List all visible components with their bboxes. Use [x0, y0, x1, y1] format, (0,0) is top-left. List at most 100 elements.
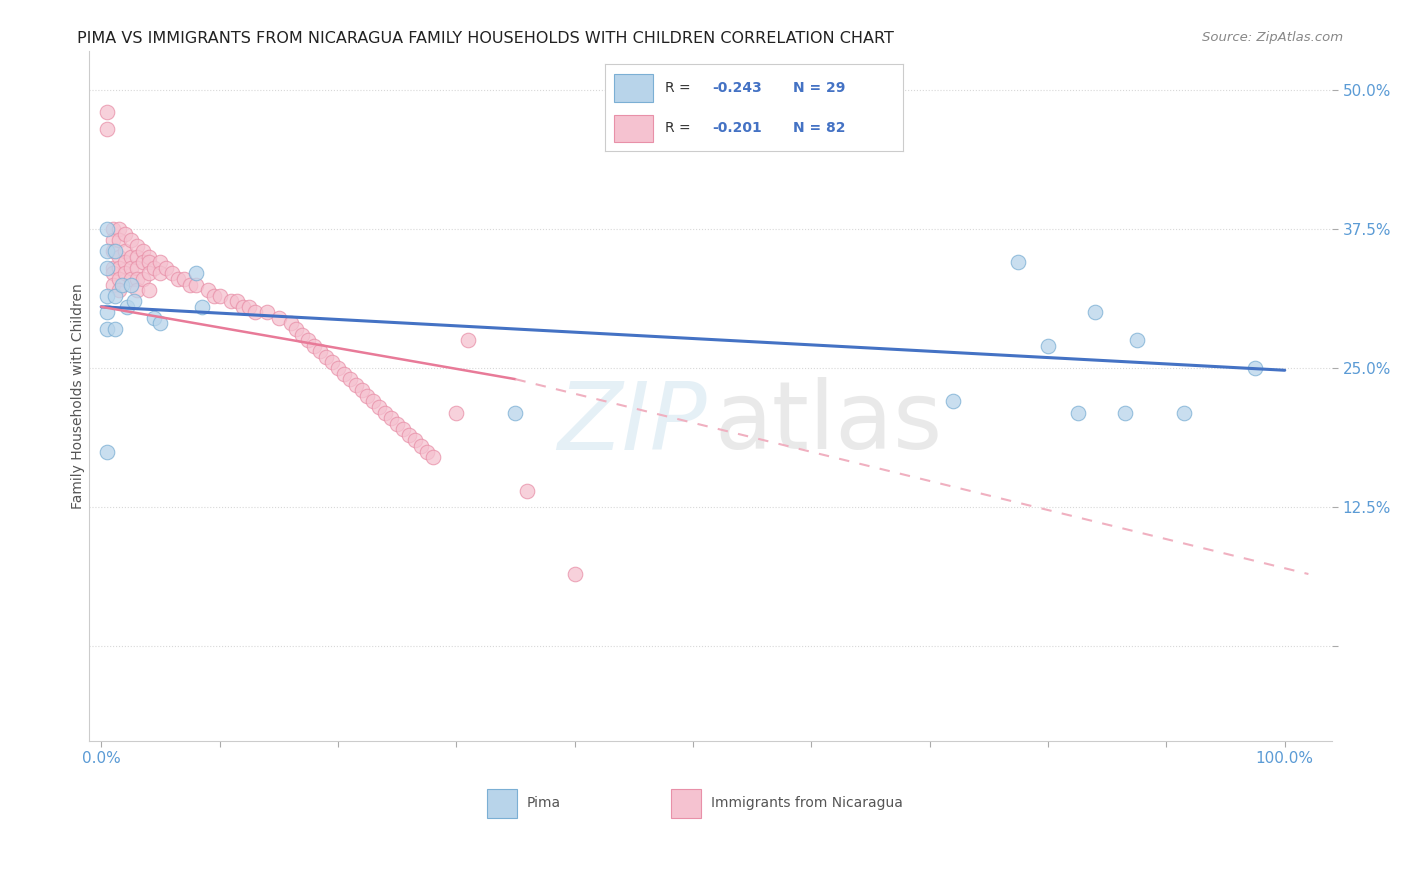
Point: [321, 355, 343, 369]
Point: [125, 260, 148, 275]
Point: [221, 294, 243, 309]
Point: [280, 317, 302, 331]
Point: [457, 333, 479, 347]
Point: [191, 300, 214, 314]
Point: [1126, 333, 1149, 347]
Point: [1244, 361, 1267, 376]
Point: [202, 288, 225, 302]
Point: [114, 266, 136, 280]
Point: [238, 300, 260, 314]
Point: [942, 394, 965, 409]
Point: [291, 327, 314, 342]
Point: [173, 272, 195, 286]
Point: [1036, 339, 1059, 353]
Point: [149, 266, 172, 280]
Point: [131, 272, 153, 286]
Point: [138, 250, 160, 264]
Point: [149, 255, 172, 269]
Point: [302, 339, 325, 353]
Point: [104, 288, 127, 302]
Point: [333, 367, 356, 381]
Point: [149, 317, 172, 331]
Point: [101, 266, 124, 280]
Point: [120, 272, 142, 286]
Point: [101, 260, 124, 275]
Point: [505, 406, 527, 420]
Point: [120, 260, 142, 275]
Point: [155, 260, 177, 275]
Point: [143, 260, 166, 275]
Point: [179, 277, 201, 292]
Point: [226, 294, 249, 309]
Point: [208, 288, 231, 302]
Point: [865, 88, 887, 103]
Point: [1173, 406, 1195, 420]
Point: [104, 322, 127, 336]
Point: [1084, 305, 1107, 319]
Point: [108, 233, 131, 247]
Point: [409, 439, 432, 453]
Point: [398, 427, 420, 442]
Point: [96, 260, 118, 275]
Point: [138, 255, 160, 269]
Point: [339, 372, 361, 386]
Point: [111, 277, 134, 292]
Text: atlas: atlas: [714, 377, 942, 469]
Point: [108, 272, 131, 286]
Point: [368, 400, 391, 414]
Point: [326, 361, 349, 376]
Point: [404, 434, 426, 448]
Point: [115, 300, 138, 314]
Point: [363, 394, 385, 409]
Point: [1114, 406, 1136, 420]
Point: [131, 244, 153, 259]
Point: [564, 567, 586, 582]
Point: [184, 266, 207, 280]
Point: [101, 233, 124, 247]
Point: [96, 104, 118, 119]
Y-axis label: Family Households with Children: Family Households with Children: [72, 283, 86, 508]
Point: [315, 350, 337, 364]
Point: [114, 255, 136, 269]
Point: [380, 411, 402, 425]
Point: [1066, 406, 1088, 420]
Point: [120, 250, 142, 264]
Point: [101, 222, 124, 236]
Text: Source: ZipAtlas.com: Source: ZipAtlas.com: [1202, 31, 1343, 45]
Point: [138, 266, 160, 280]
Point: [184, 277, 207, 292]
Point: [125, 283, 148, 297]
Point: [101, 244, 124, 259]
Point: [120, 277, 142, 292]
Point: [124, 294, 146, 309]
Point: [285, 322, 308, 336]
Point: [243, 305, 266, 319]
Point: [108, 222, 131, 236]
Point: [232, 300, 254, 314]
Point: [120, 233, 142, 247]
Point: [108, 260, 131, 275]
Point: [267, 310, 290, 325]
Point: [446, 406, 468, 420]
Point: [101, 277, 124, 292]
Point: [143, 310, 166, 325]
Point: [125, 250, 148, 264]
Point: [197, 283, 219, 297]
Point: [131, 255, 153, 269]
Point: [125, 272, 148, 286]
Point: [96, 444, 118, 458]
Point: [167, 272, 190, 286]
Point: [374, 406, 396, 420]
Point: [114, 227, 136, 242]
Point: [309, 344, 332, 359]
Text: ZIP: ZIP: [557, 378, 707, 469]
Point: [422, 450, 444, 464]
Point: [256, 305, 278, 319]
Point: [1007, 255, 1029, 269]
Point: [350, 384, 373, 398]
Point: [125, 238, 148, 252]
Point: [96, 305, 118, 319]
Point: [96, 322, 118, 336]
Point: [160, 266, 183, 280]
Point: [138, 283, 160, 297]
